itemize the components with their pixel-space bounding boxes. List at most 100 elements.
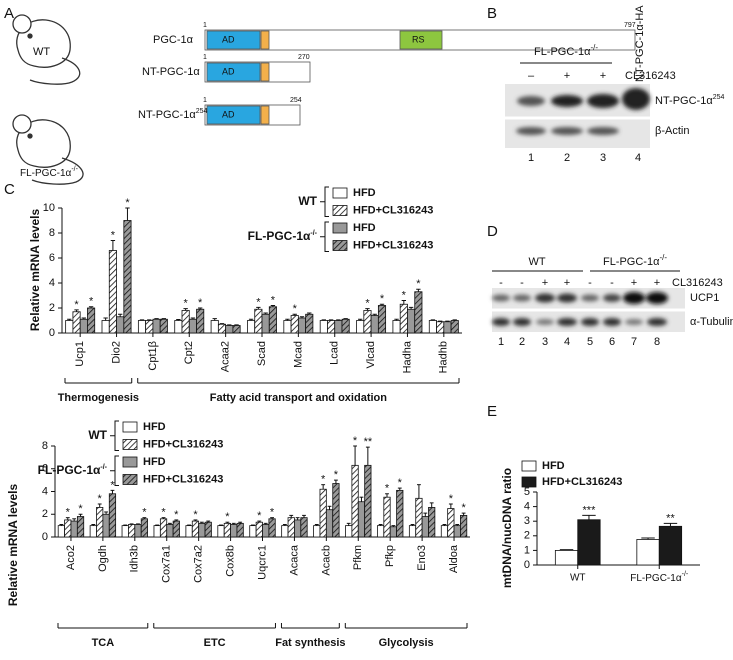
error-bar — [168, 522, 172, 525]
significance: * — [256, 296, 261, 308]
error-bar — [452, 319, 457, 321]
lane-sign: – — [528, 70, 535, 82]
group-label: ETC — [204, 637, 226, 649]
bar — [198, 522, 206, 538]
significance: * — [293, 303, 298, 315]
y-tick-label: 8 — [49, 227, 55, 239]
error-bar — [285, 318, 290, 321]
panel-label: B — [487, 5, 497, 22]
blot-b — [505, 62, 650, 148]
error-bar — [270, 305, 276, 307]
y-tick-label: 5 — [524, 486, 530, 498]
domain-label: AD — [222, 109, 235, 119]
significance: * — [183, 298, 188, 310]
y-tick-label: 2 — [49, 302, 55, 314]
error-bar — [641, 537, 655, 540]
x-tick-label: Aldoa — [448, 544, 460, 573]
error-bar — [391, 525, 396, 527]
protein-diagrams — [204, 29, 636, 126]
bar — [287, 517, 295, 538]
lane-number: 5 — [587, 336, 593, 348]
legend-label: HFD — [143, 456, 166, 468]
bar — [152, 318, 161, 334]
group-label: FL-PGC-1α-/- — [534, 43, 598, 58]
y-tick-label: 8 — [42, 440, 48, 452]
bar — [658, 525, 683, 566]
bar — [447, 508, 455, 538]
significance: * — [398, 477, 403, 489]
domain-label: AD — [222, 66, 235, 76]
significance: * — [449, 493, 454, 505]
bar — [450, 320, 459, 334]
error-bar — [219, 524, 223, 526]
error-bar — [263, 522, 268, 525]
bar — [79, 318, 88, 334]
label-sup: -/- — [71, 166, 78, 173]
significance: * — [74, 299, 79, 311]
error-bar — [302, 514, 306, 518]
bar — [134, 524, 142, 538]
bar — [389, 526, 397, 538]
bar — [101, 320, 110, 334]
lane-sign: - — [588, 277, 592, 289]
y-tick-label: 2 — [42, 508, 48, 520]
bar — [319, 320, 328, 334]
error-bar — [176, 319, 181, 321]
error-bar — [257, 520, 262, 523]
legend-swatch — [332, 187, 348, 199]
error-bar — [183, 308, 188, 311]
panel-label: A — [4, 5, 14, 22]
label-text: NT-PGC-1α — [138, 109, 196, 121]
bar — [319, 488, 327, 538]
legend-label: HFD+CL316243 — [353, 204, 433, 216]
group-label: Fat synthesis — [275, 637, 345, 649]
control-lane-label: NT-PGC-1α-HA — [634, 5, 646, 82]
group-label: Fatty acid transport and oxidation — [210, 392, 388, 404]
bar — [57, 525, 65, 538]
x-tick-label: Ucp1 — [74, 341, 86, 367]
bar — [332, 483, 340, 538]
error-bar — [336, 319, 341, 321]
y-axis-label: Relative mRNA levels — [28, 209, 42, 332]
error-bar — [408, 306, 414, 310]
panel-label: C — [4, 181, 15, 198]
error-bar — [74, 309, 79, 312]
error-bar — [161, 318, 166, 320]
error-bar — [353, 445, 357, 466]
significance: * — [142, 507, 147, 519]
bar — [254, 308, 263, 334]
bar — [128, 524, 136, 538]
error-bar — [270, 517, 274, 519]
error-bar — [174, 519, 179, 522]
bar — [363, 310, 372, 334]
protein-label: NT-PGC-1α254 — [138, 108, 207, 121]
significance: * — [98, 493, 103, 505]
x-tick-label: Lcad — [329, 341, 341, 365]
error-bar — [256, 306, 261, 310]
domain-label: RS — [412, 34, 425, 44]
y-tick-label: 4 — [49, 277, 55, 289]
residue: 254 — [290, 97, 302, 104]
bar — [325, 509, 334, 538]
legend-group-label: FL-PGC-1α-/- — [248, 229, 318, 243]
error-bar — [455, 523, 460, 526]
error-bar — [430, 319, 436, 321]
bar — [377, 305, 387, 334]
bar — [554, 550, 579, 566]
lane-number: 4 — [564, 336, 570, 348]
bar — [421, 516, 429, 538]
bar — [76, 516, 85, 538]
lane-number: 4 — [635, 152, 641, 164]
y-tick-label: 6 — [49, 252, 55, 264]
panel-label: D — [487, 223, 498, 240]
error-bar — [327, 505, 332, 510]
bar — [140, 518, 148, 538]
lane-sign: - — [520, 277, 524, 289]
significance: * — [193, 509, 198, 521]
bar — [96, 507, 104, 538]
legend-bracket — [114, 420, 119, 451]
significance: * — [416, 278, 421, 290]
error-bar — [263, 312, 268, 315]
bar — [159, 318, 168, 334]
significance: * — [461, 502, 466, 514]
